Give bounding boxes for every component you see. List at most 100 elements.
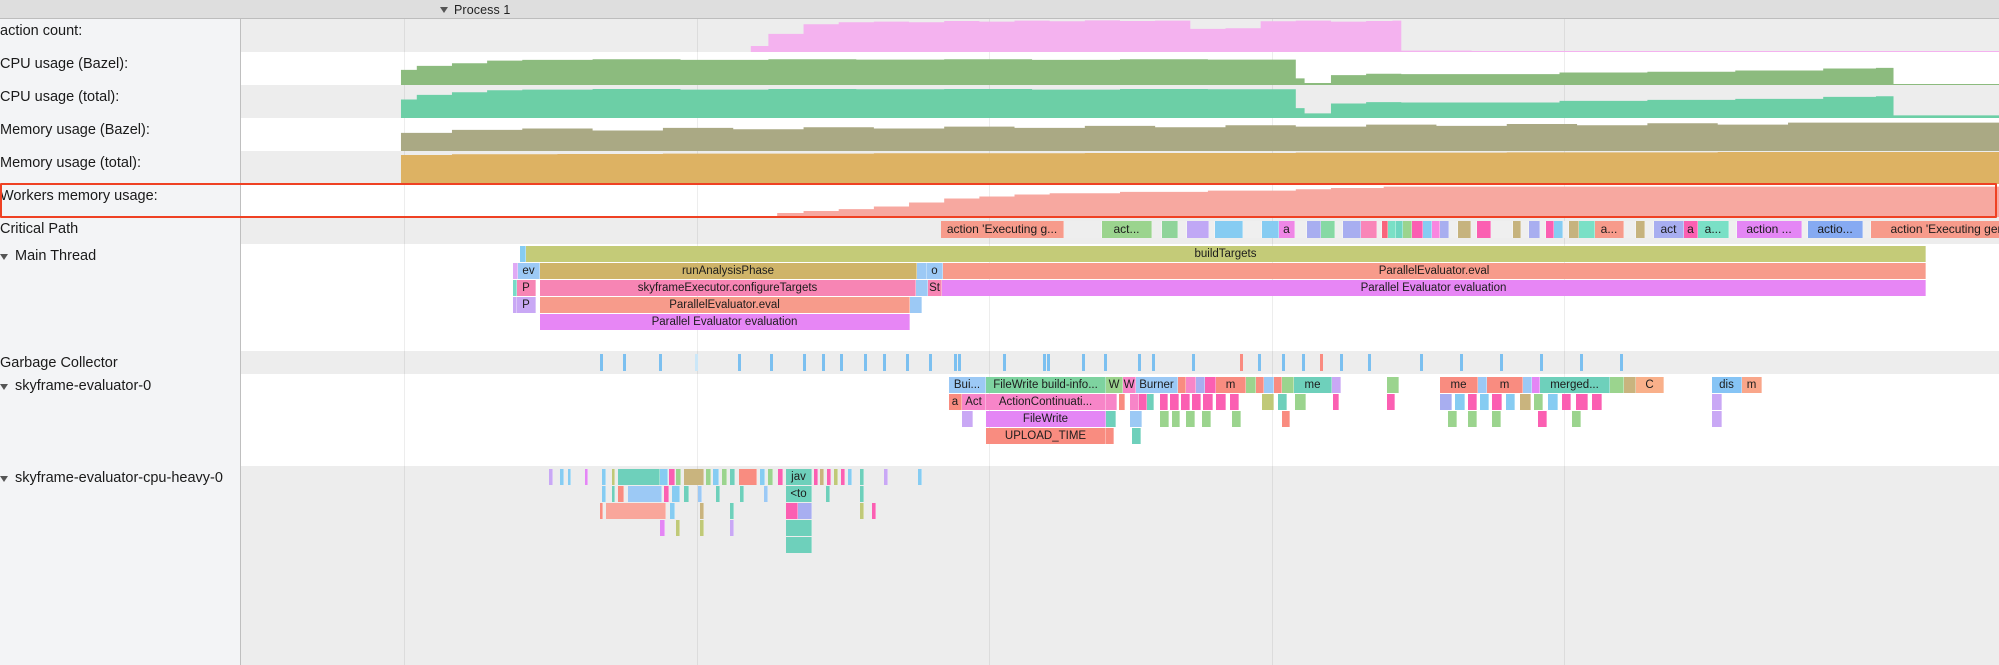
slice[interactable] bbox=[730, 503, 734, 519]
slice-jav[interactable]: jav bbox=[786, 469, 812, 485]
slice-w[interactable]: W bbox=[1123, 377, 1136, 393]
track-canvas-main-thread[interactable]: buildTargets ev runAnalysisPhase o ParallelE… bbox=[241, 244, 1999, 351]
track-canvas-skyframe-evaluator-0[interactable]: Bui... FileWrite build-info... W W Burner m me… bbox=[241, 374, 1999, 466]
slice[interactable] bbox=[1186, 377, 1196, 393]
slice-filewrite-build-info-[interactable]: FileWrite build-info... bbox=[986, 377, 1106, 393]
slice[interactable] bbox=[684, 469, 704, 485]
slice[interactable] bbox=[1274, 377, 1282, 393]
slice-a[interactable]: a bbox=[949, 394, 962, 410]
slice[interactable] bbox=[1202, 411, 1211, 427]
slice[interactable] bbox=[1332, 377, 1341, 393]
slice[interactable] bbox=[513, 263, 518, 279]
critical-path-slice[interactable] bbox=[1243, 221, 1262, 238]
track-row-cpu-usage-bazel[interactable]: CPU usage (Bazel): bbox=[0, 52, 1999, 85]
track-label-cell-action-count[interactable]: action count: bbox=[0, 19, 241, 52]
slice[interactable] bbox=[606, 503, 666, 519]
gc-event-tick[interactable] bbox=[840, 354, 843, 371]
slice[interactable] bbox=[713, 469, 719, 485]
slice[interactable] bbox=[618, 486, 624, 502]
gc-event-tick[interactable] bbox=[1420, 354, 1423, 371]
critical-path-slice[interactable] bbox=[1321, 221, 1335, 238]
track-label-cell-memory-usage-bazel[interactable]: Memory usage (Bazel): bbox=[0, 118, 241, 151]
track-canvas-cpu-usage-total[interactable] bbox=[241, 85, 1999, 118]
track-canvas-action-count[interactable] bbox=[241, 19, 1999, 52]
critical-path-slice-a[interactable]: a bbox=[1684, 221, 1698, 238]
slice[interactable] bbox=[560, 469, 564, 485]
critical-path-slice-act[interactable]: act bbox=[1654, 221, 1684, 238]
triangle-down-icon[interactable] bbox=[0, 253, 8, 260]
critical-path-slice[interactable] bbox=[1377, 221, 1382, 238]
gc-event-tick[interactable] bbox=[1302, 354, 1305, 371]
slice[interactable] bbox=[660, 469, 668, 485]
critical-path-slice[interactable] bbox=[1471, 221, 1477, 238]
track-row-workers-memory-usage[interactable]: Workers memory usage: bbox=[0, 184, 1999, 217]
gc-event-tick[interactable] bbox=[1047, 354, 1050, 371]
slice-parallel-evaluator-evaluatio[interactable]: Parallel Evaluator evaluation bbox=[540, 314, 910, 330]
slice[interactable] bbox=[1520, 394, 1531, 410]
critical-path-slice[interactable] bbox=[1529, 221, 1540, 238]
slice[interactable] bbox=[1132, 428, 1141, 444]
track-row-memory-usage-bazel[interactable]: Memory usage (Bazel): bbox=[0, 118, 1999, 151]
critical-path-slice[interactable] bbox=[1729, 221, 1737, 238]
slice[interactable] bbox=[910, 297, 922, 313]
critical-path-slice[interactable] bbox=[1382, 221, 1388, 238]
slice[interactable] bbox=[1576, 394, 1588, 410]
slice-upload-time[interactable]: UPLOAD_TIME bbox=[986, 428, 1106, 444]
critical-path-slice[interactable] bbox=[1645, 221, 1654, 238]
slice[interactable] bbox=[740, 486, 744, 502]
slice[interactable] bbox=[814, 469, 818, 485]
slice[interactable] bbox=[670, 503, 675, 519]
critical-path-slice[interactable] bbox=[1491, 221, 1513, 238]
critical-path-slice[interactable] bbox=[1209, 221, 1215, 238]
slice[interactable] bbox=[764, 486, 768, 502]
slice[interactable] bbox=[918, 469, 922, 485]
gc-event-tick[interactable] bbox=[1620, 354, 1623, 371]
critical-path-slice[interactable] bbox=[1569, 221, 1579, 238]
slice-parallelevaluator-eval[interactable]: ParallelEvaluator.eval bbox=[943, 263, 1926, 279]
slice--to[interactable]: <to bbox=[786, 486, 812, 502]
slice[interactable] bbox=[798, 503, 812, 519]
track-label-cell-critical-path[interactable]: Critical Path bbox=[0, 217, 241, 244]
critical-path-slice-action-[interactable]: action ... bbox=[1737, 221, 1802, 238]
slice[interactable] bbox=[1624, 377, 1636, 393]
critical-path-slice[interactable] bbox=[1388, 221, 1396, 238]
slice[interactable] bbox=[1282, 377, 1294, 393]
slice[interactable] bbox=[841, 469, 845, 485]
slice-runanalysisphase[interactable]: runAnalysisPhase bbox=[540, 263, 917, 279]
slice-filewrite[interactable]: FileWrite bbox=[986, 411, 1106, 427]
critical-path-slice[interactable] bbox=[1458, 221, 1471, 238]
critical-path-slice[interactable] bbox=[1403, 221, 1412, 238]
critical-path-slice[interactable] bbox=[1563, 221, 1569, 238]
slice[interactable] bbox=[676, 520, 680, 536]
slice-actioncontinuati-[interactable]: ActionContinuati... bbox=[986, 394, 1106, 410]
slice[interactable] bbox=[826, 486, 830, 502]
slice[interactable] bbox=[1246, 377, 1256, 393]
slice[interactable] bbox=[1205, 377, 1216, 393]
slice-c[interactable]: C bbox=[1636, 377, 1664, 393]
gc-event-tick[interactable] bbox=[1500, 354, 1503, 371]
slice[interactable] bbox=[1492, 411, 1501, 427]
slice-skyframeexecutor-configureta[interactable]: skyframeExecutor.configureTargets bbox=[540, 280, 916, 296]
slice[interactable] bbox=[1203, 394, 1213, 410]
gc-event-tick[interactable] bbox=[954, 354, 957, 371]
slice[interactable] bbox=[860, 469, 864, 485]
slice[interactable] bbox=[1192, 394, 1201, 410]
track-canvas-cpu-usage-bazel[interactable] bbox=[241, 52, 1999, 85]
slice[interactable] bbox=[1562, 394, 1571, 410]
track-canvas-memory-usage-total[interactable] bbox=[241, 151, 1999, 184]
slice[interactable] bbox=[1387, 394, 1395, 410]
gc-event-tick[interactable] bbox=[1258, 354, 1261, 371]
gc-event-tick[interactable] bbox=[1082, 354, 1085, 371]
slice[interactable] bbox=[760, 469, 765, 485]
gc-event-tick[interactable] bbox=[1240, 354, 1243, 371]
track-row-memory-usage-total[interactable]: Memory usage (total): bbox=[0, 151, 1999, 184]
critical-path-slice[interactable] bbox=[1624, 221, 1636, 238]
critical-path-slice-a[interactable]: a bbox=[1279, 221, 1295, 238]
slice-bui-[interactable]: Bui... bbox=[949, 377, 986, 393]
gc-event-tick[interactable] bbox=[864, 354, 867, 371]
gc-event-tick[interactable] bbox=[623, 354, 626, 371]
slice[interactable] bbox=[1216, 394, 1226, 410]
slice-burner[interactable]: Burner bbox=[1136, 377, 1178, 393]
gc-event-tick[interactable] bbox=[958, 354, 961, 371]
slice[interactable] bbox=[860, 486, 864, 502]
